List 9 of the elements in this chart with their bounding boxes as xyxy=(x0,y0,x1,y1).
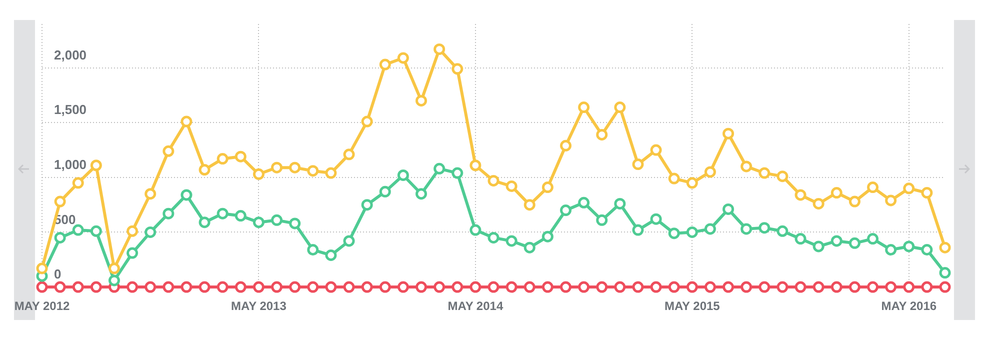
x-tick-label: MAY 2013 xyxy=(231,299,287,314)
x-tick-label: MAY 2012 xyxy=(14,299,70,314)
x-tick-label: MAY 2015 xyxy=(664,299,720,314)
y-tick-label: 2,000 xyxy=(54,47,87,62)
y-tick-label: 0 xyxy=(54,266,62,282)
y-tick-label: 1,000 xyxy=(54,157,87,172)
x-tick-label: MAY 2016 xyxy=(881,299,937,314)
y-tick-label: 1,500 xyxy=(54,102,87,118)
x-tick-label: MAY 2014 xyxy=(448,299,504,314)
